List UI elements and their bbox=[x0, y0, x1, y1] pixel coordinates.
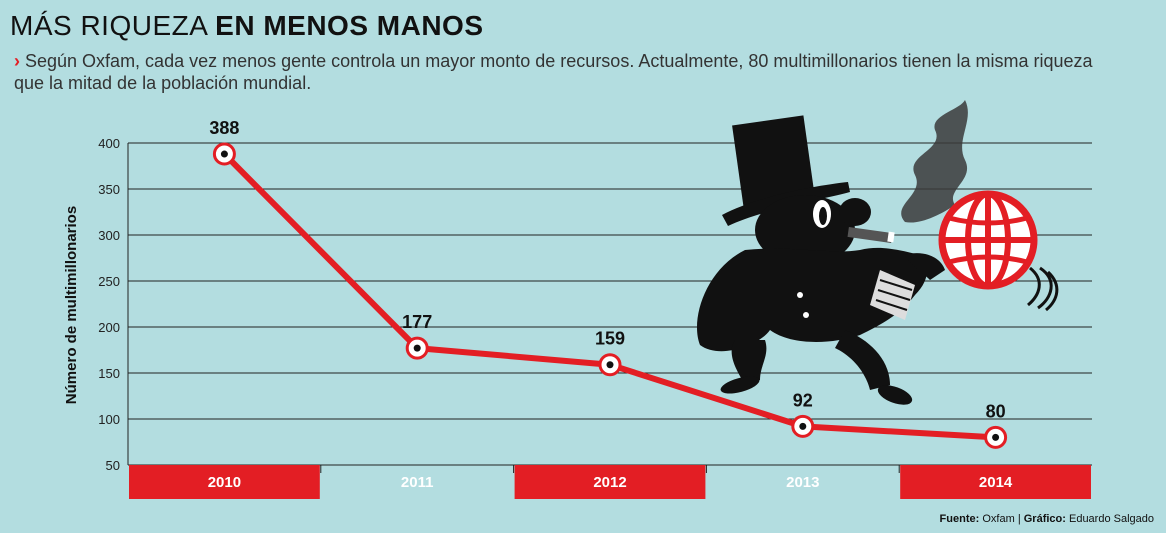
y-axis-label: Número de multimillonarios bbox=[63, 206, 80, 404]
rich-man-illustration-icon bbox=[697, 100, 1059, 405]
globe-icon bbox=[938, 190, 1038, 290]
data-point-dot bbox=[799, 422, 807, 430]
credit-text: Eduardo Salgado bbox=[1068, 513, 1154, 525]
y-tick-label-100: 100 bbox=[98, 412, 120, 427]
top-hat-icon bbox=[732, 115, 816, 215]
y-tick-label-150: 150 bbox=[98, 366, 120, 381]
data-point-dot bbox=[992, 433, 1000, 441]
chart-subtitle: › Según Oxfam, cada vez menos gente contr… bbox=[14, 50, 1114, 94]
y-tick-label-200: 200 bbox=[98, 320, 120, 335]
x-tick-label-2013: 2013 bbox=[786, 474, 819, 491]
data-labels: 388 177 159 92 80 bbox=[209, 118, 1005, 421]
data-label-2013: 92 bbox=[793, 390, 813, 410]
data-label-2010: 388 bbox=[209, 118, 239, 138]
y-tick-label-250: 250 bbox=[98, 274, 120, 289]
data-point-2012 bbox=[598, 353, 622, 377]
credit-label: Gráfico: bbox=[1023, 513, 1066, 525]
chart-title: MÁS RIQUEZA EN MENOS MANOS bbox=[10, 10, 484, 42]
data-point-2014 bbox=[984, 425, 1008, 449]
data-point-2010 bbox=[212, 142, 236, 166]
y-tick-label-300: 300 bbox=[98, 228, 120, 243]
title-light: MÁS RIQUEZA bbox=[10, 10, 207, 41]
subtitle-text: Según Oxfam, cada vez menos gente contro… bbox=[14, 51, 1093, 93]
data-points bbox=[212, 142, 1008, 449]
x-tick-label-2010: 2010 bbox=[208, 474, 241, 491]
y-tick-label-350: 350 bbox=[98, 182, 120, 197]
x-tick-label-2011: 2011 bbox=[401, 474, 434, 491]
x-axis-year-band: 2010 2011 2012 2013 2014 bbox=[129, 465, 1091, 499]
data-point-dot bbox=[606, 361, 614, 369]
legs-icon bbox=[731, 340, 767, 385]
source-credit: Fuente: Oxfam | Gráfico: Eduardo Salgado bbox=[940, 513, 1154, 525]
data-point-dot bbox=[413, 344, 421, 352]
cigar-icon bbox=[847, 226, 893, 244]
y-tick-label-50: 50 bbox=[106, 458, 120, 473]
data-label-2014: 80 bbox=[986, 401, 1006, 421]
data-point-dot bbox=[220, 150, 228, 158]
source-label: Fuente: bbox=[939, 513, 980, 525]
subtitle-marker: › bbox=[14, 51, 20, 71]
data-label-2012: 159 bbox=[595, 329, 625, 349]
body-icon bbox=[697, 247, 927, 352]
year-cell-2012 bbox=[514, 465, 706, 499]
data-point-2013 bbox=[791, 414, 815, 438]
data-point-2011 bbox=[405, 336, 429, 360]
y-tick-label-400: 400 bbox=[98, 136, 120, 151]
y-axis-ticks: 50 100 150 200 250 300 350 400 bbox=[98, 136, 120, 473]
x-tick-label-2014: 2014 bbox=[979, 474, 1013, 491]
smoke-icon bbox=[901, 100, 968, 223]
title-bold: EN MENOS MANOS bbox=[215, 10, 484, 41]
year-cell-2010 bbox=[129, 465, 320, 499]
footer-separator: | bbox=[1017, 513, 1021, 525]
source-text: Oxfam bbox=[982, 513, 1015, 525]
x-tick-label-2012: 2012 bbox=[593, 474, 626, 491]
data-label-2011: 177 bbox=[402, 312, 432, 332]
year-cell-2014 bbox=[900, 465, 1091, 499]
